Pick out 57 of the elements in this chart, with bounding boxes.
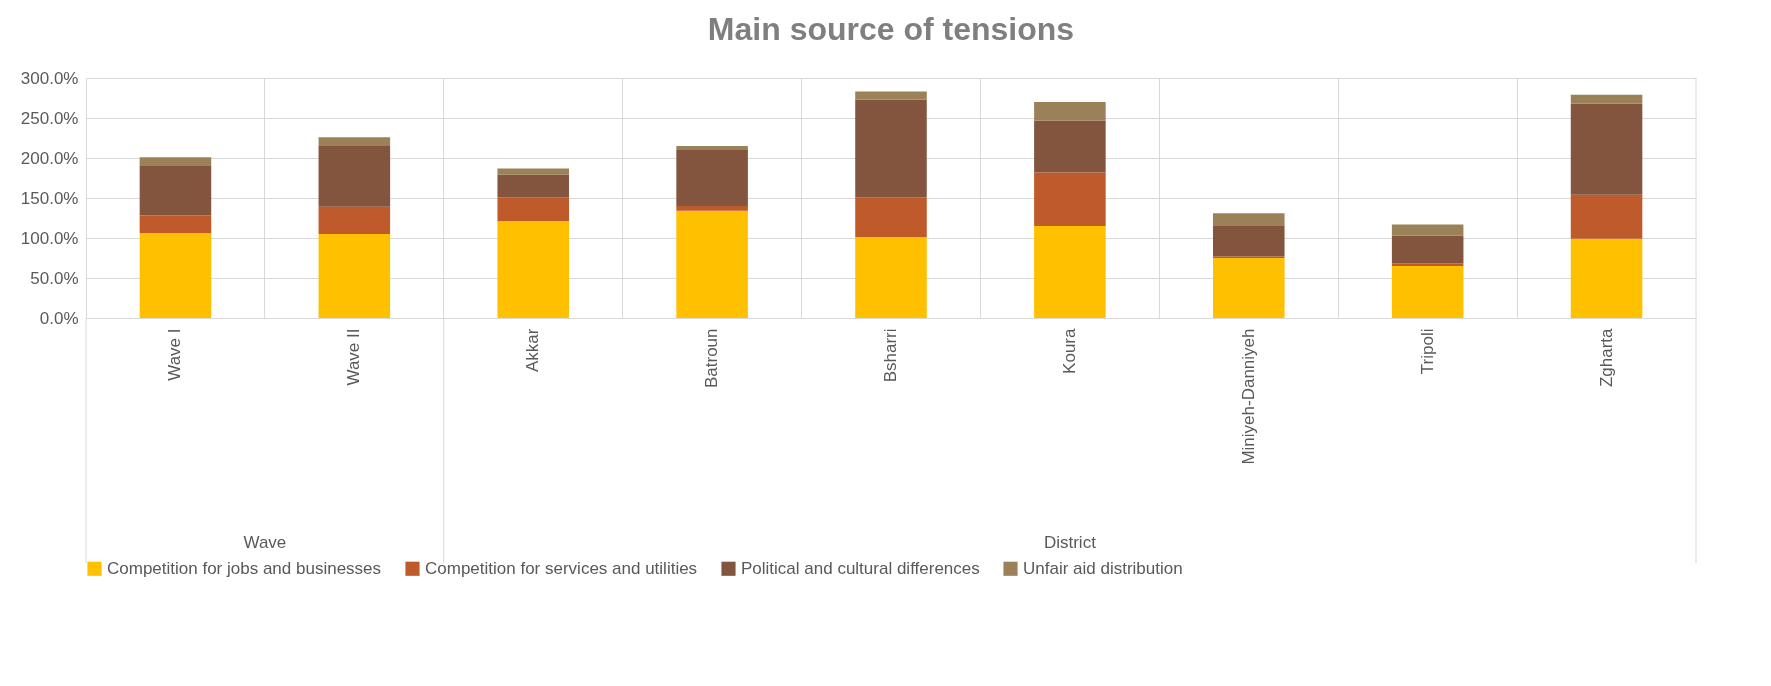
x-tick-label: Akkar [523, 328, 543, 372]
bar [1213, 213, 1285, 226]
x-tick-label: Wave I [165, 328, 185, 381]
bar [676, 150, 748, 206]
bar [139, 233, 212, 318]
bar [318, 146, 391, 207]
bar [1391, 235, 1464, 264]
bar [318, 234, 391, 318]
bar [1391, 224, 1464, 236]
bar [497, 168, 569, 175]
bar [497, 221, 569, 318]
bar [139, 165, 212, 216]
bar [1391, 266, 1464, 318]
y-tick-label: 100.0% [20, 228, 79, 248]
y-tick-label: 250.0% [20, 108, 79, 128]
bar [1213, 258, 1285, 318]
y-tick-label: 300.0% [20, 68, 79, 88]
bar [855, 237, 927, 318]
bar [318, 137, 391, 146]
bar [1570, 103, 1643, 195]
bar [318, 206, 391, 234]
x-tick-label: Tripoli [1417, 328, 1437, 375]
bar [1570, 94, 1643, 104]
bar [497, 197, 569, 222]
bar [1034, 172, 1106, 226]
bar [139, 157, 212, 166]
bar [855, 197, 927, 238]
x-tick-label: Miniyeh-Danniyeh [1238, 328, 1258, 465]
bar [676, 146, 748, 150]
text: District [1043, 533, 1097, 552]
y-tick-label: 0.0% [39, 308, 79, 328]
bar [139, 215, 212, 234]
x-tick-label: Zgharta [1596, 327, 1616, 388]
x-tick-label: Batroun [702, 328, 722, 389]
bar [497, 174, 569, 198]
legend-label: Unfair aid distribution [1023, 558, 1183, 578]
bar [1213, 225, 1285, 257]
bar [676, 206, 748, 211]
bar [676, 210, 748, 318]
y-tick-label: 150.0% [20, 188, 79, 208]
chart-title: Main source of tensions [707, 11, 1075, 47]
x-tick-label: Koura [1059, 327, 1079, 374]
x-tick-label: Wave II [344, 328, 364, 386]
bar [1570, 238, 1643, 318]
bar [855, 99, 927, 198]
y-tick-label: 50.0% [30, 268, 79, 288]
text: Wave [243, 533, 287, 552]
legend-label: Competition for services and utilities [425, 558, 698, 578]
legend-label: Political and cultural differences [741, 558, 980, 578]
bar [1034, 102, 1106, 121]
bar [1034, 120, 1106, 173]
bar [1570, 194, 1643, 239]
y-tick-label: 200.0% [20, 148, 79, 168]
x-tick-label: Bsharri [881, 328, 900, 383]
legend-label: Competition for jobs and businesses [107, 558, 382, 578]
bar [1034, 226, 1106, 318]
bar [855, 91, 927, 100]
